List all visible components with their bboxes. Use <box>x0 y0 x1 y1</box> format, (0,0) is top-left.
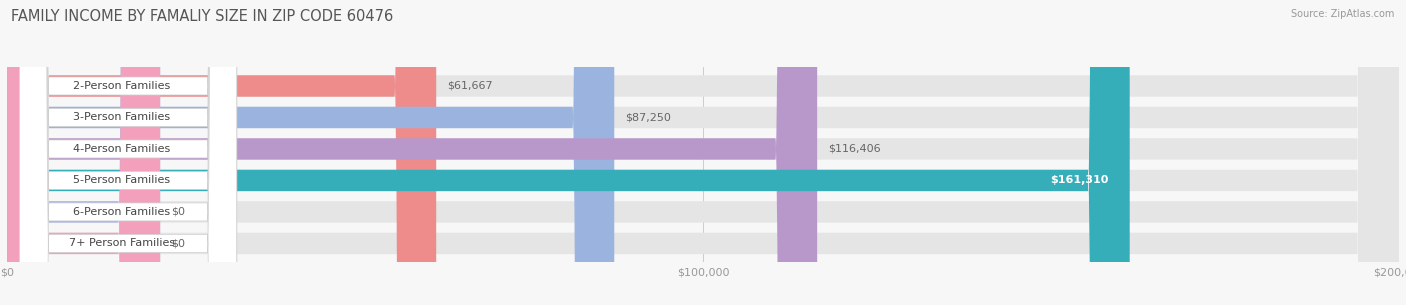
FancyBboxPatch shape <box>7 0 1399 305</box>
Text: 3-Person Families: 3-Person Families <box>73 113 170 123</box>
FancyBboxPatch shape <box>7 0 614 305</box>
FancyBboxPatch shape <box>7 0 436 305</box>
FancyBboxPatch shape <box>7 0 1399 305</box>
Text: $87,250: $87,250 <box>626 113 671 123</box>
FancyBboxPatch shape <box>7 0 1129 305</box>
Text: $0: $0 <box>172 207 186 217</box>
FancyBboxPatch shape <box>7 0 1399 305</box>
Text: $116,406: $116,406 <box>828 144 882 154</box>
Text: 4-Person Families: 4-Person Families <box>73 144 170 154</box>
FancyBboxPatch shape <box>7 0 1399 305</box>
FancyBboxPatch shape <box>20 0 236 305</box>
FancyBboxPatch shape <box>20 0 236 305</box>
Text: 6-Person Families: 6-Person Families <box>73 207 170 217</box>
Text: Source: ZipAtlas.com: Source: ZipAtlas.com <box>1291 9 1395 19</box>
FancyBboxPatch shape <box>20 0 236 305</box>
Text: 5-Person Families: 5-Person Families <box>73 175 170 185</box>
FancyBboxPatch shape <box>20 0 236 305</box>
Text: 2-Person Families: 2-Person Families <box>73 81 170 91</box>
Text: 7+ Person Families: 7+ Person Families <box>69 239 174 248</box>
Text: $161,310: $161,310 <box>1050 175 1109 185</box>
FancyBboxPatch shape <box>7 0 817 305</box>
Text: $61,667: $61,667 <box>447 81 494 91</box>
FancyBboxPatch shape <box>7 0 1399 305</box>
FancyBboxPatch shape <box>7 0 160 305</box>
FancyBboxPatch shape <box>7 0 160 305</box>
Text: FAMILY INCOME BY FAMALIY SIZE IN ZIP CODE 60476: FAMILY INCOME BY FAMALIY SIZE IN ZIP COD… <box>11 9 394 24</box>
FancyBboxPatch shape <box>20 0 236 305</box>
Text: $0: $0 <box>172 239 186 248</box>
FancyBboxPatch shape <box>7 0 1399 305</box>
FancyBboxPatch shape <box>20 0 236 305</box>
